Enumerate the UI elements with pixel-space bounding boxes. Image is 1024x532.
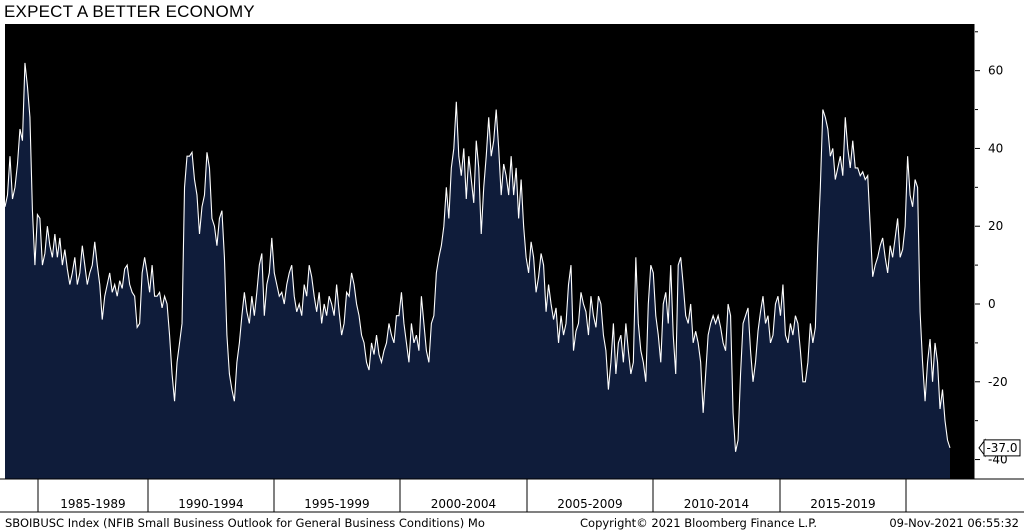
x-tick-label: 2005-2009	[557, 497, 622, 511]
footer-left: SBOIBUSC Index (NFIB Small Business Outl…	[5, 516, 485, 530]
x-tick-label: 2010-2014	[684, 497, 749, 511]
x-tick-label: 1990-1994	[178, 497, 243, 511]
area-layer	[5, 62, 950, 479]
line-layer	[4, 62, 951, 452]
last-value-box	[983, 439, 1021, 457]
y-tick-label: -20	[988, 375, 1008, 389]
footer-center: Copyright© 2021 Bloomberg Finance L.P.	[580, 516, 817, 530]
footer-right: 09-Nov-2021 06:55:32	[889, 516, 1019, 530]
series-area	[5, 62, 950, 479]
last-value-label: -37.0	[986, 441, 1017, 455]
series-line	[4, 62, 951, 452]
y-tick-label: 40	[988, 141, 1003, 155]
y-tick-label: 0	[988, 297, 996, 311]
chart-title: EXPECT A BETTER ECONOMY	[4, 2, 255, 21]
y-tick-label: 20	[988, 219, 1003, 233]
x-tick-label: 1995-1999	[304, 497, 369, 511]
x-tick-label: 2000-2004	[431, 497, 496, 511]
bottom-axis: 1985-1989 1990-1994 1995-1999 2000-2004 2005…	[0, 478, 1024, 513]
x-tick-label: 2015-2019	[810, 497, 875, 511]
last-value-group: -37.0	[978, 438, 1021, 458]
x-tick-label: 1985-1989	[60, 497, 125, 511]
y-tick-label: 60	[988, 64, 1003, 78]
